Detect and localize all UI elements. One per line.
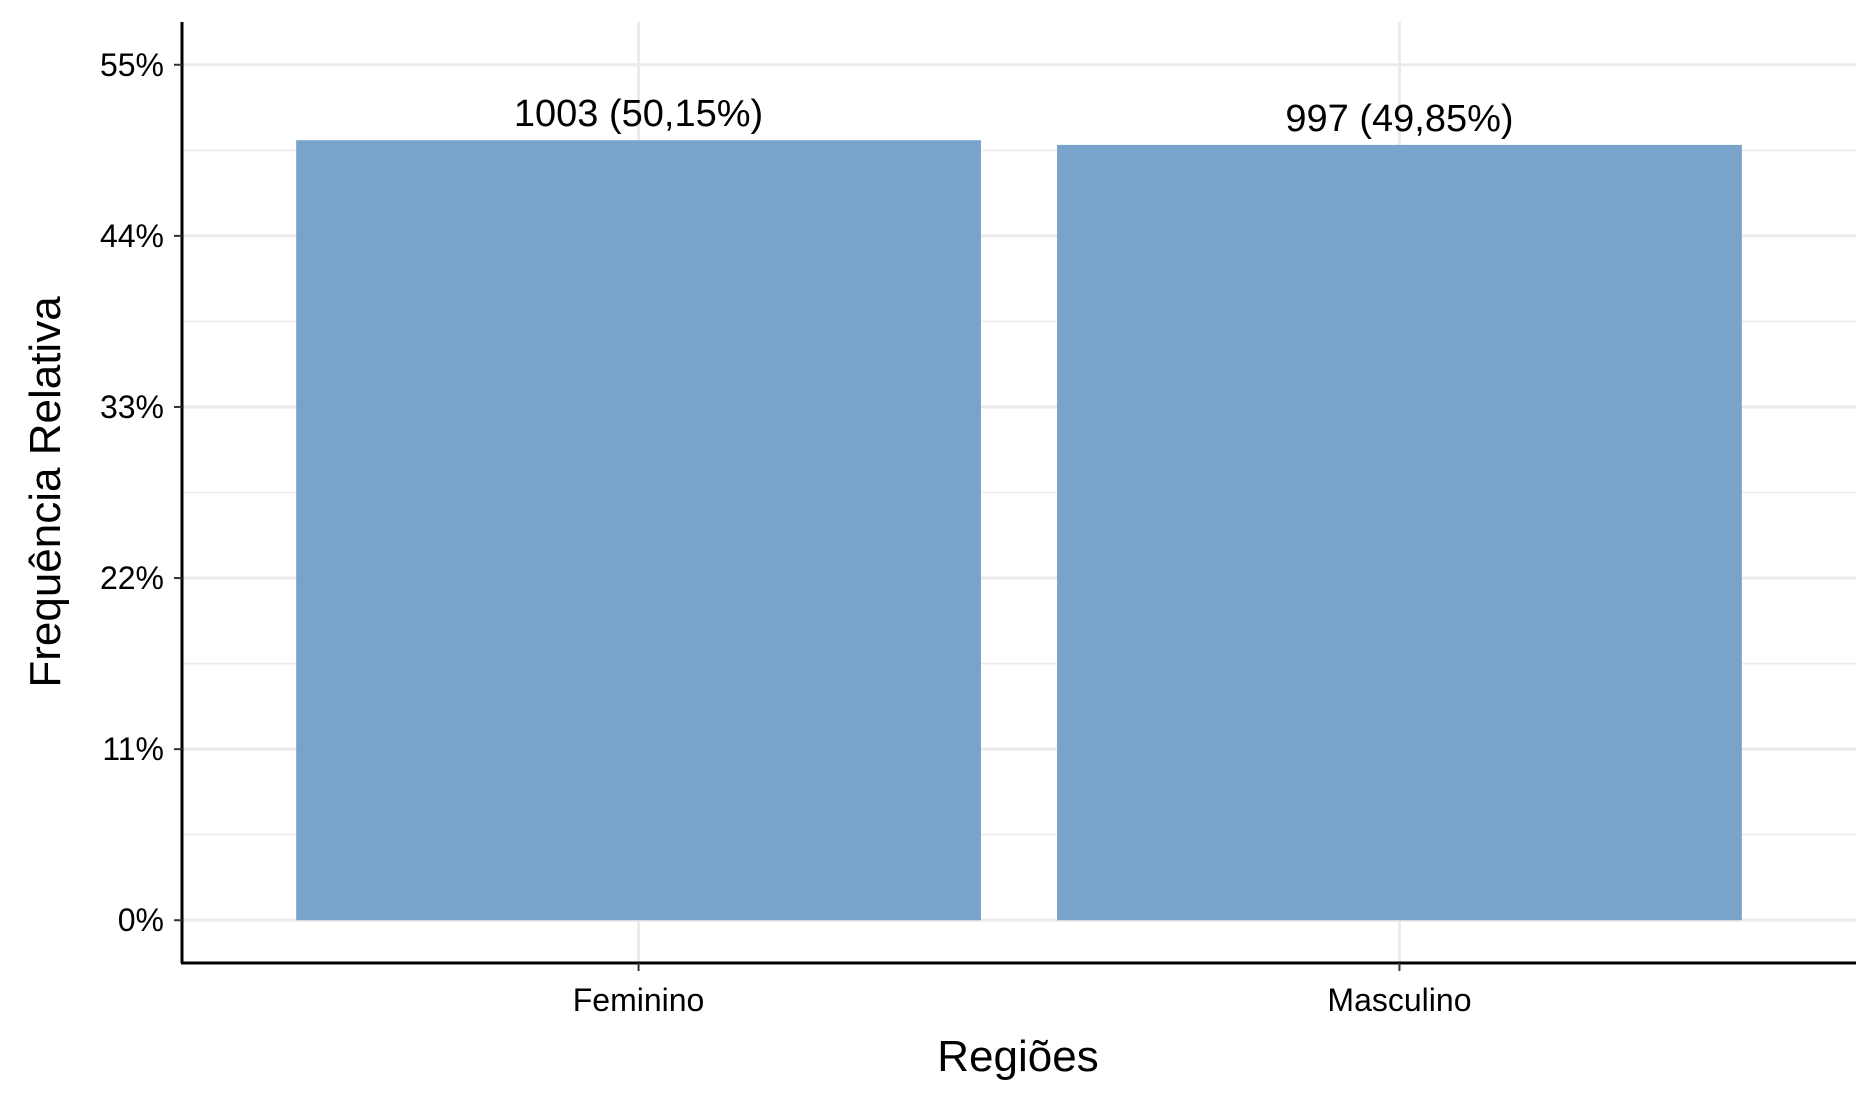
x-axis-ticks: Feminino Masculino [573, 963, 1471, 1018]
y-tick-label: 55% [100, 47, 164, 83]
bar-labels: 1003 (50,15%) 997 (49,85%) [514, 93, 1514, 140]
y-axis-title: Frequência Relativa [21, 296, 70, 688]
axes [180, 22, 1856, 965]
x-tick-label: Feminino [573, 982, 705, 1018]
bar-value-label: 1003 (50,15%) [514, 93, 763, 135]
y-tick-label: 33% [100, 389, 164, 425]
bars [296, 140, 1742, 921]
y-tick-label: 0% [118, 902, 164, 938]
y-axis-ticks: 0% 11% 22% 33% 44% 55% [100, 47, 182, 938]
y-tick-label: 22% [100, 560, 164, 596]
bar-feminino [296, 140, 981, 921]
x-tick-label: Masculino [1327, 982, 1471, 1018]
x-axis-title: Regiões [937, 1032, 1098, 1081]
bar-masculino [1057, 144, 1742, 921]
bar-value-label: 997 (49,85%) [1285, 98, 1513, 140]
y-tick-label: 44% [100, 218, 164, 254]
y-tick-label: 11% [102, 731, 164, 767]
